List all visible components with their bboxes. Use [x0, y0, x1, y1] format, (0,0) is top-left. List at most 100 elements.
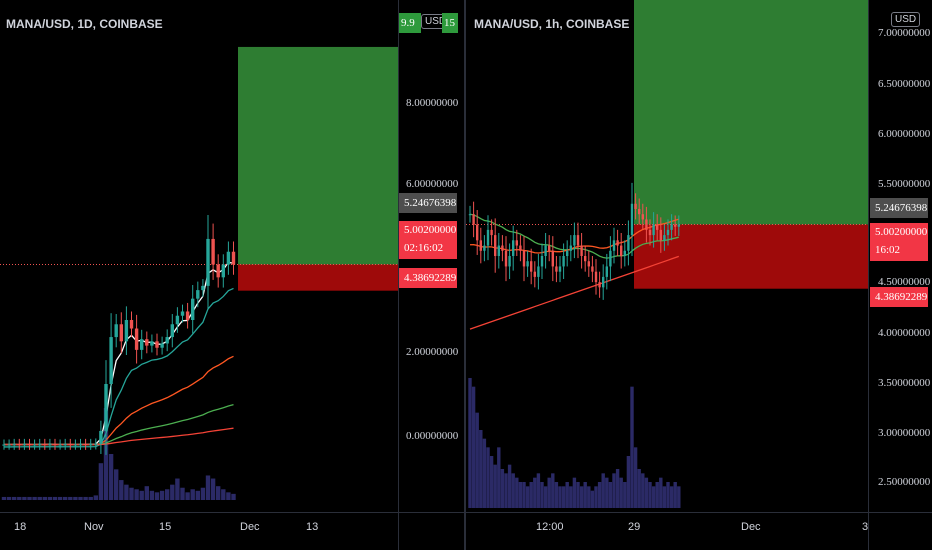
volume-bar — [511, 473, 515, 508]
ema-line-red — [4, 427, 234, 446]
volume-bar — [88, 496, 93, 500]
volume-bar — [594, 486, 598, 508]
candle-body — [483, 245, 486, 251]
candle-body — [659, 229, 662, 241]
ema-line-red — [469, 255, 680, 330]
volume-bar — [98, 463, 104, 500]
candle-body — [494, 235, 497, 256]
candle-countdown: 02:16:02 — [404, 242, 444, 254]
candle-body — [656, 224, 659, 230]
volume-bar — [159, 490, 165, 500]
chart-title-daily: MANA/USD, 1D, COINBASE — [6, 17, 163, 31]
current-price-tag: 5.00200000 16:02 — [870, 223, 928, 261]
candle-body — [519, 245, 522, 251]
candle-body — [185, 311, 190, 320]
time-tick: 13 — [306, 521, 319, 533]
volume-bar — [597, 482, 602, 508]
candle-body — [558, 266, 562, 272]
candle-body — [584, 256, 587, 262]
candle-body — [68, 444, 72, 446]
candle-body — [129, 320, 134, 329]
volume-bar — [190, 489, 195, 500]
candle-body — [134, 328, 139, 350]
daily-chart-canvas[interactable] — [0, 0, 464, 550]
candle-body — [530, 261, 533, 272]
candle-body — [201, 285, 205, 291]
volume-bar — [124, 484, 129, 500]
candle-body — [94, 443, 98, 445]
candle-body — [140, 339, 144, 350]
volume-bar — [468, 378, 472, 508]
price-tick: 4.00000000 — [878, 327, 931, 339]
price-axis-border — [868, 0, 869, 550]
volume-bar — [497, 447, 501, 508]
volume-bar — [547, 477, 551, 508]
volume-bar — [52, 496, 58, 500]
candle-body — [22, 444, 27, 446]
candle-body — [497, 245, 500, 256]
candle-body — [58, 444, 62, 446]
volume-bar — [175, 478, 180, 500]
volume-bar — [205, 475, 211, 500]
volume-bar — [518, 482, 523, 508]
volume-bar — [83, 496, 88, 500]
volume-bar — [195, 490, 200, 500]
chart-panel-hourly[interactable]: MANA/USD, 1h, COINBASE USD 7.00000000 6.… — [466, 0, 932, 550]
target-price-tag: 5.24676398 — [399, 193, 457, 213]
candle-body — [226, 251, 231, 265]
volume-bar — [200, 487, 206, 500]
volume-bar — [522, 482, 526, 508]
hourly-chart-canvas[interactable] — [466, 0, 932, 550]
target-price-tag: 5.24676398 — [870, 198, 928, 218]
candle-body — [472, 214, 475, 225]
candle-body — [569, 245, 572, 251]
price-tick: 6.00000000 — [406, 178, 459, 190]
volume-bar — [529, 482, 533, 508]
volume-bar — [648, 482, 652, 508]
candle-body — [605, 266, 608, 277]
volume-bar — [637, 469, 641, 508]
chart-panel-daily[interactable]: MANA/USD, 1D, COINBASE 8.00000000 6.0000… — [0, 0, 464, 550]
volume-bar — [633, 447, 638, 508]
volume-bar — [655, 482, 659, 508]
candle-body — [7, 444, 11, 446]
volume-bar — [471, 386, 476, 508]
candle-body — [211, 238, 215, 265]
candle-body — [548, 245, 551, 251]
candle-body — [476, 224, 479, 241]
volume-bar — [165, 489, 170, 500]
candle-body — [645, 219, 648, 230]
price-tick: 5.50000000 — [878, 178, 931, 190]
volume-bar — [108, 454, 114, 500]
volume-bar — [572, 477, 577, 508]
currency-badge[interactable]: USD — [891, 12, 921, 27]
volume-bar — [37, 496, 42, 500]
target-zone — [634, 0, 868, 225]
volume-bar — [114, 469, 119, 500]
candle-body — [616, 240, 619, 246]
current-price-value: 5.00200000 — [875, 226, 928, 238]
volume-bar — [583, 482, 587, 508]
candle-body — [587, 261, 590, 267]
ema-line-green — [4, 404, 234, 446]
volume-bar — [605, 477, 609, 508]
volume-bar — [22, 496, 27, 500]
volume-bar — [587, 486, 591, 508]
candle-body — [180, 311, 185, 316]
candle-body — [17, 444, 21, 446]
stop-zone — [238, 264, 398, 291]
time-tick: 29 — [628, 521, 641, 533]
candle-body — [602, 276, 605, 288]
candle-body — [479, 240, 482, 251]
price-tick: 2.00000000 — [406, 346, 459, 358]
candle-body — [537, 266, 540, 277]
time-tick: 18 — [14, 521, 27, 533]
target-zone-tag: 9.9 — [399, 13, 421, 33]
ema-line-orange — [4, 355, 234, 446]
volume-bar — [579, 486, 584, 508]
candle-body — [638, 208, 641, 215]
volume-bar — [57, 496, 63, 500]
chart-title-hourly: MANA/USD, 1h, COINBASE — [474, 17, 630, 31]
panel-divider[interactable] — [464, 0, 466, 550]
volume-bar — [641, 473, 645, 508]
